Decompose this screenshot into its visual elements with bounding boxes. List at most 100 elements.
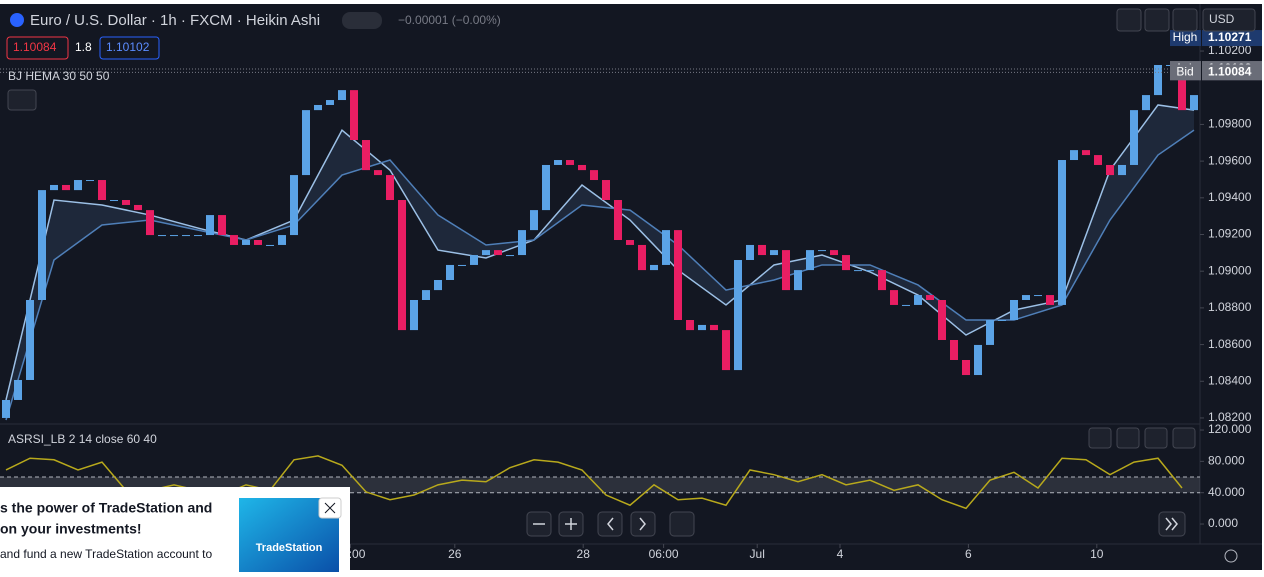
candle [902, 304, 910, 306]
currency-button[interactable] [1202, 8, 1256, 32]
candle [134, 204, 142, 211]
collapse-button[interactable] [7, 89, 37, 111]
x-tick-label: 06:00 [649, 547, 679, 561]
y-tick-label: 1.09400 [1208, 190, 1252, 204]
candle [1082, 150, 1090, 156]
candle [542, 164, 550, 211]
x-tick-label: 6 [965, 547, 972, 561]
scroll-right[interactable] [630, 511, 656, 537]
candle [770, 250, 778, 256]
candle [326, 100, 334, 105]
indicator-title: ASRSI_LB 2 14 close 60 40 [8, 432, 157, 446]
candle [122, 200, 130, 205]
x-tick-label: 10 [1090, 547, 1104, 561]
price-tag [1202, 30, 1262, 47]
candle [734, 260, 742, 371]
candle [962, 359, 970, 376]
candle [818, 250, 826, 252]
candle [350, 90, 358, 141]
candle [1022, 295, 1030, 301]
pane-button[interactable] [1088, 427, 1112, 449]
candle [278, 235, 286, 245]
candle [170, 235, 178, 237]
candle [254, 240, 262, 245]
candle [842, 255, 850, 271]
x-tick-label: 28 [577, 547, 591, 561]
y-tick-label: 120.000 [1208, 422, 1252, 436]
candle [710, 324, 718, 331]
x-tick-label: 4 [837, 547, 844, 561]
candle [518, 230, 526, 256]
toolbar-button[interactable] [1172, 8, 1198, 32]
candle [302, 110, 310, 176]
candle [578, 164, 586, 171]
y-tick-label: 1.09000 [1208, 263, 1252, 277]
candle [482, 250, 490, 256]
candle [242, 240, 250, 245]
candle [1154, 64, 1162, 96]
price-tag-name-bg [1170, 64, 1201, 81]
candle [950, 339, 958, 360]
candle [182, 235, 190, 237]
candle [314, 104, 322, 111]
candle [998, 319, 1006, 321]
ask-button[interactable] [99, 36, 160, 60]
pane-button[interactable] [1144, 427, 1168, 449]
candle [638, 244, 646, 271]
candle [1058, 160, 1066, 305]
candle [194, 235, 202, 237]
close-icon [324, 502, 336, 514]
price-tag-label: 1.10084 [1208, 65, 1252, 79]
y-tick-label: 1.08400 [1208, 373, 1252, 387]
reset[interactable] [669, 511, 695, 537]
y-tick-label: 1.09200 [1208, 227, 1252, 241]
scroll-left[interactable] [597, 511, 623, 537]
status-pill [342, 12, 382, 29]
candle [854, 270, 862, 272]
candle [62, 184, 70, 191]
ad-headline: s the power of TradeStation and [0, 500, 212, 516]
candle [38, 190, 46, 301]
bid-button[interactable] [6, 36, 69, 60]
candle [1118, 164, 1126, 176]
candle [1094, 155, 1102, 165]
spread: 1.8 [75, 40, 92, 54]
candle [662, 230, 670, 265]
candle [530, 210, 538, 231]
y-tick-label: 1.08800 [1208, 300, 1252, 314]
toolbar-button[interactable] [1144, 8, 1170, 32]
change: −0.00001 (−0.00%) [398, 13, 501, 27]
y-tick-label: 1.09800 [1208, 117, 1252, 131]
candle [914, 295, 922, 305]
candle [266, 244, 274, 246]
y-tick-label: 1.09600 [1208, 153, 1252, 167]
candle [86, 180, 94, 182]
candle [230, 235, 238, 245]
candle [158, 235, 166, 237]
toolbar: USD [1088, 8, 1256, 449]
go-latest[interactable] [1158, 511, 1186, 537]
symbol-title: Euro / U.S. Dollar · 1h · FXCM · Heikin … [30, 12, 320, 29]
candle [806, 250, 814, 271]
candle [746, 244, 754, 261]
candle [386, 175, 394, 201]
pane-button[interactable] [1172, 427, 1196, 449]
candle [986, 319, 994, 345]
pane-button[interactable] [1116, 427, 1140, 449]
candle [2, 399, 10, 418]
candle [782, 250, 790, 291]
toolbar-button[interactable] [1116, 8, 1142, 32]
candle [74, 180, 82, 191]
nav-icons [533, 517, 1178, 531]
candle [626, 240, 634, 245]
candle [686, 319, 694, 331]
price-tag-name: Bid [1176, 65, 1193, 79]
y-tick-label: 1.10200 [1208, 43, 1252, 57]
candle [674, 230, 682, 320]
settings[interactable] [1224, 549, 1238, 563]
chart-bg [0, 4, 1262, 570]
candle [1070, 150, 1078, 161]
price-tag-name: High [1173, 30, 1198, 44]
candle [206, 215, 214, 236]
y-tick-label: 40.000 [1208, 485, 1245, 499]
